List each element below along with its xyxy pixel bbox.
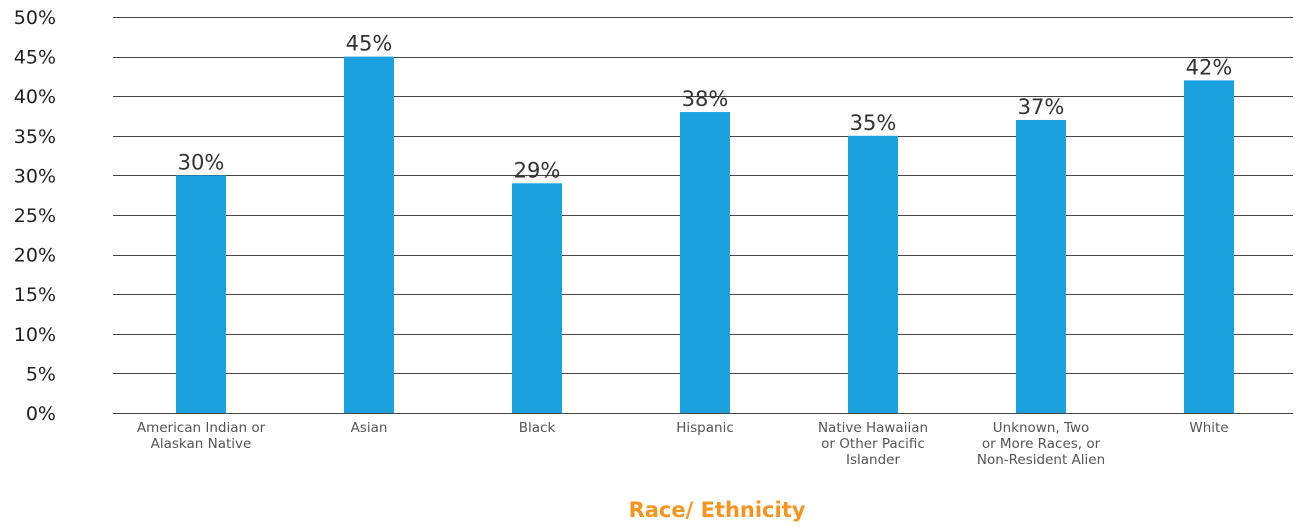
y-tick-label: 30% bbox=[14, 165, 56, 187]
x-axis-category-labels: American Indian or Alaskan Native Asian Bla… bbox=[137, 420, 1229, 468]
x-category-label: Asian bbox=[351, 420, 388, 436]
x-category-label: American Indian or Alaskan Native bbox=[137, 420, 266, 452]
y-tick-label: 35% bbox=[14, 126, 56, 148]
y-tick-label: 10% bbox=[14, 324, 56, 346]
data-label: 35% bbox=[850, 111, 897, 135]
y-tick-label: 40% bbox=[14, 86, 56, 108]
x-category-label: Black bbox=[519, 420, 556, 436]
bar bbox=[1184, 80, 1234, 414]
y-tick-label: 50% bbox=[14, 7, 56, 29]
x-category-label: Hispanic bbox=[676, 420, 734, 436]
y-tick-label: 25% bbox=[14, 205, 56, 227]
x-category-label: Unknown, Two or More Races, or Non-Residen… bbox=[977, 420, 1105, 468]
y-tick-label: 45% bbox=[14, 47, 56, 69]
data-label: 30% bbox=[178, 150, 225, 174]
data-label: 38% bbox=[682, 87, 729, 111]
y-tick-label: 20% bbox=[14, 245, 56, 267]
bar bbox=[680, 112, 730, 413]
data-label: 42% bbox=[1186, 55, 1233, 79]
y-axis-tick-labels: 0% 5% 10% 15% 20% 25% 30% 35% 40% 45% 50% bbox=[14, 7, 56, 425]
x-category-label: White bbox=[1189, 420, 1228, 436]
bar bbox=[344, 56, 394, 413]
bar bbox=[176, 175, 226, 413]
bars bbox=[176, 56, 1234, 414]
y-tick-label: 5% bbox=[26, 363, 56, 385]
bar bbox=[512, 183, 562, 413]
y-tick-label: 15% bbox=[14, 284, 56, 306]
x-axis-title: Race/ Ethnicity bbox=[629, 498, 806, 522]
data-label: 29% bbox=[514, 158, 561, 182]
bar bbox=[1016, 119, 1066, 414]
y-tick-label: 0% bbox=[26, 403, 56, 425]
bar bbox=[848, 135, 898, 414]
data-label: 45% bbox=[346, 32, 393, 56]
data-label: 37% bbox=[1018, 95, 1065, 119]
data-labels: 30% 45% 29% 38% 35% 37% 42% bbox=[178, 32, 1233, 183]
x-category-label: Native Hawaiian or Other Pacific Islander bbox=[818, 420, 928, 468]
